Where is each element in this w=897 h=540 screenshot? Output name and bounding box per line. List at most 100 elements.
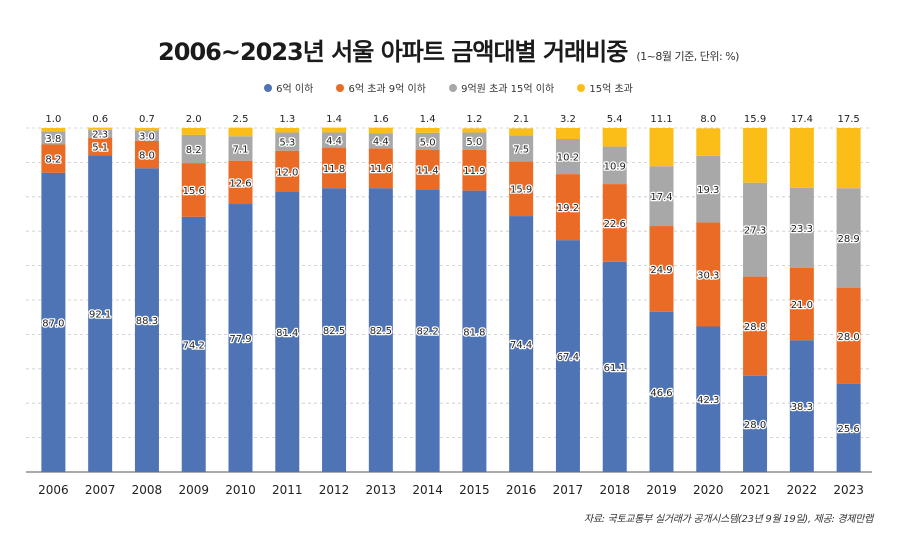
data-label: 10.2 [557, 153, 579, 164]
x-tick-label: 2015 [459, 483, 490, 497]
bar-segment [789, 187, 814, 269]
x-tick-label: 2013 [366, 483, 397, 497]
data-label: 81.4 [276, 328, 298, 339]
data-label: 46.6 [650, 388, 672, 399]
bar-segment [41, 128, 66, 132]
data-label: 11.9 [463, 166, 485, 177]
x-tick-label: 2020 [693, 483, 724, 497]
bar-segment [41, 144, 66, 173]
data-label: 11.8 [323, 164, 345, 175]
legend-item-6-to-9: 6억 초과 9억 이하 [336, 80, 426, 95]
bar-segment [696, 326, 721, 472]
data-label: 12.6 [229, 178, 251, 189]
bar-segment [743, 276, 768, 376]
legend-item-9-to-15: 9억원 초과 15억 이하 [449, 80, 554, 95]
data-label: 11.4 [416, 166, 438, 177]
data-label: 15.9 [510, 185, 532, 196]
bar-segment [368, 127, 393, 134]
bar-segment [649, 166, 674, 227]
data-label: 28.8 [744, 322, 766, 333]
bar-segment [602, 184, 627, 262]
data-label: 24.9 [650, 265, 672, 276]
data-label: 3.8 [45, 134, 61, 145]
bar-segment [555, 139, 580, 175]
bar-segment [836, 287, 861, 384]
bar-segment [228, 136, 253, 161]
data-label: 25.6 [837, 424, 859, 435]
data-label: 4.4 [373, 137, 389, 148]
x-tick-label: 2011 [272, 483, 303, 497]
bar-segment [228, 127, 253, 137]
bar-segment [649, 128, 674, 167]
x-tick-label: 2009 [178, 483, 209, 497]
bar-segment [462, 190, 487, 472]
bar-segment [836, 188, 861, 288]
data-label: 8.2 [186, 145, 202, 156]
x-tick-label: 2017 [553, 483, 584, 497]
bar-segment [134, 168, 159, 473]
top-value-label: 0.7 [139, 114, 155, 125]
bar-segment [41, 172, 66, 472]
data-label: 77.9 [229, 334, 251, 345]
bar-segment [789, 268, 814, 341]
data-label: 92.1 [89, 310, 111, 321]
bar-segment [555, 174, 580, 241]
x-tick-label: 2014 [412, 483, 443, 497]
chart-legend: 6억 이하 6억 초과 9억 이하 9억원 초과 15억 이하 15억 초과 [12, 80, 885, 95]
bar-segment [322, 127, 347, 133]
top-value-label: 2.0 [186, 114, 202, 125]
bar-segment [228, 160, 253, 205]
bar-segment [836, 383, 861, 472]
data-label: 82.5 [370, 326, 392, 337]
top-value-label: 2.5 [233, 114, 249, 125]
top-value-label: 1.2 [466, 114, 482, 125]
legend-label-9-to-15: 9억원 초과 15억 이하 [461, 84, 555, 95]
top-value-label: 1.0 [45, 114, 61, 125]
x-tick-label: 2010 [225, 483, 256, 497]
bar-segment [462, 128, 487, 133]
bar-segment [509, 128, 534, 136]
data-label: 82.2 [416, 327, 438, 338]
top-value-label: 3.2 [560, 114, 576, 125]
x-tick-label: 2018 [599, 483, 630, 497]
data-label: 5.1 [92, 142, 108, 153]
data-label: 81.8 [463, 327, 485, 338]
data-label: 88.3 [136, 316, 158, 327]
bar-segment [649, 226, 674, 312]
data-label: 61.1 [604, 363, 626, 374]
chart-frame: 2006~2023년 서울 아파트 금액대별 거래비중 (1~8월 기준, 단위… [12, 10, 885, 530]
bar-segment [88, 127, 113, 130]
data-label: 15.6 [183, 186, 205, 197]
data-label: 87.0 [42, 318, 64, 329]
chart-subtitle: (1~8월 기준, 단위: %) [636, 50, 739, 63]
data-label: 21.0 [791, 300, 813, 311]
chart-source: 자료: 국토교통부 실거래가 공개시스템(23년 9월 19일), 제공: 경제… [583, 514, 873, 525]
bar-segment [462, 149, 487, 191]
legend-item-over-15: 15억 초과 [577, 80, 633, 95]
top-value-label: 1.4 [326, 114, 342, 125]
data-label: 4.4 [326, 136, 342, 147]
bar-segment [275, 150, 300, 192]
top-value-label: 1.4 [420, 114, 436, 125]
bar-segment [789, 128, 814, 188]
bar-segment [743, 375, 768, 472]
data-label: 7.5 [513, 144, 529, 155]
data-label: 19.3 [697, 185, 719, 196]
bar-segment [836, 128, 861, 189]
legend-label-over-15: 15억 초과 [589, 84, 633, 95]
data-label: 74.4 [510, 340, 532, 351]
bar-segment [322, 147, 347, 189]
bar-segment [368, 133, 393, 149]
bar-segment [88, 137, 113, 156]
data-label: 2.3 [92, 130, 108, 141]
bar-segment [649, 311, 674, 472]
bar-segment [789, 340, 814, 472]
data-label: 8.2 [45, 155, 61, 166]
x-tick-label: 2019 [646, 483, 677, 497]
x-tick-label: 2008 [132, 483, 163, 497]
legend-swatch-6-to-9 [336, 84, 345, 92]
data-label: 23.3 [791, 224, 813, 235]
legend-swatch-under-6 [264, 84, 273, 92]
bar-segment [462, 132, 487, 150]
data-label: 22.6 [604, 219, 626, 230]
